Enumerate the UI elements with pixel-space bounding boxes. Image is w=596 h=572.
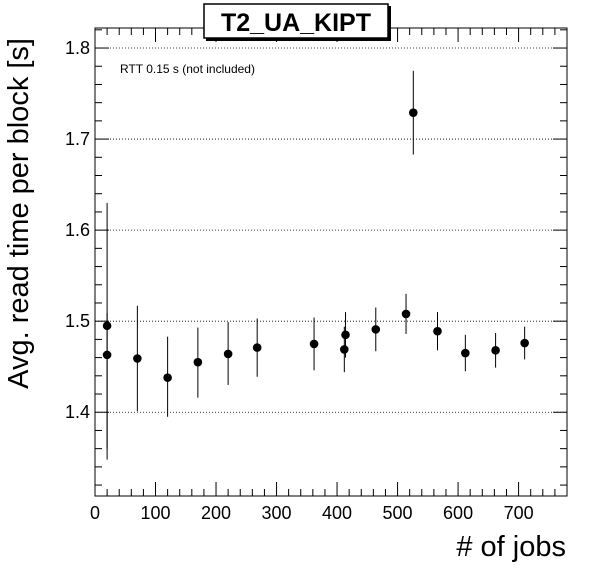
data-point-15 — [491, 333, 500, 368]
data-point-10 — [371, 307, 381, 352]
chart-title: T2_UA_KIPT — [221, 9, 371, 37]
marker-2 — [133, 354, 142, 363]
x-tick-label-5: 500 — [383, 503, 413, 523]
data-point-5 — [223, 322, 233, 385]
y-tick-label-3: 1.7 — [65, 129, 90, 149]
data-point-12 — [408, 70, 418, 155]
data-point-2 — [133, 305, 142, 412]
data-point-14 — [461, 334, 470, 372]
title-box: T2_UA_KIPT — [203, 3, 391, 41]
x-tick-label-2: 200 — [201, 503, 231, 523]
data-point-7 — [309, 317, 319, 371]
marker-15 — [491, 346, 500, 355]
data-points — [102, 70, 529, 460]
marker-12 — [408, 108, 418, 117]
tick-labels: 0 100 200 300 400 500 600 700 1.4 1.5 1.6 1.7 1.8 — [65, 38, 534, 523]
rtt-annotation: RTT 0.15 s (not included) — [120, 62, 255, 76]
x-tick-label-1: 100 — [140, 503, 170, 523]
x-tick-label-0: 0 — [90, 503, 100, 523]
axis-ticks — [94, 28, 568, 496]
marker-5 — [223, 349, 233, 359]
data-point-1 — [102, 202, 112, 449]
marker-3 — [163, 373, 172, 382]
marker-13 — [433, 326, 442, 336]
data-point-16 — [520, 326, 529, 360]
marker-1 — [102, 321, 112, 331]
marker-8 — [340, 345, 349, 354]
x-tick-label-7: 700 — [504, 503, 534, 523]
marker-7 — [309, 339, 319, 349]
data-point-6 — [252, 318, 262, 377]
y-tick-label-0: 1.4 — [65, 402, 90, 422]
x-tick-label-6: 600 — [443, 503, 473, 523]
plot-frame — [94, 27, 568, 497]
data-point-4 — [193, 327, 203, 398]
data-point-11 — [401, 293, 411, 334]
marker-4 — [193, 357, 203, 367]
y-tick-label-2: 1.6 — [65, 220, 90, 240]
data-point-3 — [163, 336, 172, 417]
y-tick-label-4: 1.8 — [65, 38, 90, 58]
marker-9 — [341, 330, 350, 340]
data-point-13 — [433, 312, 442, 351]
marker-16 — [520, 338, 529, 348]
x-axis-label: # of jobs — [456, 531, 566, 563]
marker-14 — [461, 348, 470, 358]
data-point-9 — [341, 312, 350, 358]
plot-area-border — [94, 27, 568, 497]
x-tick-label-4: 400 — [322, 503, 352, 523]
y-tick-label-1: 1.5 — [65, 311, 90, 331]
y-axis-label: Avg. read time per block [s] — [3, 38, 35, 389]
marker-11 — [401, 309, 411, 319]
grid-lines — [95, 47, 567, 413]
x-tick-label-3: 300 — [262, 503, 292, 523]
marker-10 — [371, 325, 381, 334]
marker-6 — [252, 343, 262, 352]
